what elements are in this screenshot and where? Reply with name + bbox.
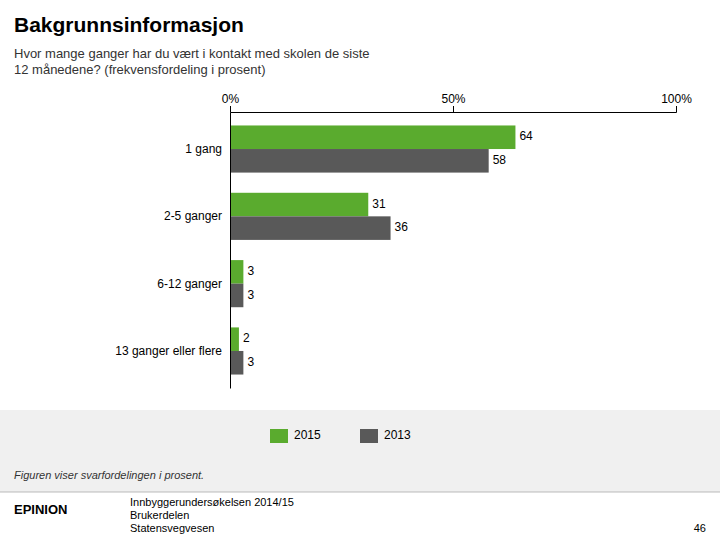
x-tick-mark xyxy=(676,106,677,112)
subtitle-line: 12 månedene? (frekvensfordeling i prosen… xyxy=(14,62,265,77)
data-label: 58 xyxy=(493,153,507,167)
annotations: Figuren viser svarfordelingen i prosent.… xyxy=(14,469,706,534)
footer-background xyxy=(0,410,720,492)
annotation: Innbyggerundersøkelsen 2014/15 xyxy=(130,496,294,508)
legend-swatch xyxy=(360,429,378,443)
y-tick-label: 2-5 ganger xyxy=(164,209,222,223)
x-tick-mark xyxy=(453,106,454,112)
x-axis-line xyxy=(231,106,677,113)
x-tick: 100% xyxy=(661,92,692,112)
bar xyxy=(230,149,489,173)
annotation: Brukerdelen xyxy=(130,509,189,521)
x-tick: 0% xyxy=(222,92,240,112)
bar xyxy=(230,193,368,217)
y-tick: 13 ganger eller flere xyxy=(115,344,230,358)
x-tick-mark xyxy=(230,106,231,112)
title: Bakgrunnsinformasjon xyxy=(14,13,244,36)
separator xyxy=(0,492,720,493)
annotation: Figuren viser svarfordelingen i prosent. xyxy=(14,469,204,481)
subtitle: Hvor mange ganger har du vært i kontakt … xyxy=(14,46,370,77)
chart-svg: Bakgrunnsinformasjon Hvor mange ganger ha… xyxy=(0,0,720,540)
y-tick-label: 13 ganger eller flere xyxy=(115,344,222,358)
y-tick-label: 1 gang xyxy=(185,142,222,156)
data-label: 2 xyxy=(243,331,250,345)
bar xyxy=(230,216,391,240)
bar xyxy=(230,284,243,308)
chart-container: Bakgrunnsinformasjon Hvor mange ganger ha… xyxy=(0,0,720,540)
data-label: 3 xyxy=(247,264,254,278)
y-axis: 1 gang 2-5 ganger 6-12 ganger 13 ganger ell… xyxy=(115,113,230,389)
data-label: 3 xyxy=(247,288,254,302)
legend-swatch xyxy=(270,429,288,443)
y-tick-label: 6-12 ganger xyxy=(157,276,222,290)
annotation: Statensvegvesen xyxy=(130,522,214,534)
bar xyxy=(230,351,243,375)
subtitle-line: Hvor mange ganger har du vært i kontakt … xyxy=(14,46,370,61)
y-tick: 6-12 ganger xyxy=(157,276,230,290)
y-tick: 2-5 ganger xyxy=(164,209,230,223)
legend-label: 2015 xyxy=(294,428,321,442)
data-label: 64 xyxy=(519,129,533,143)
legend-label: 2013 xyxy=(384,428,411,442)
x-tick: 50% xyxy=(441,92,465,112)
data-label: 3 xyxy=(247,355,254,369)
bar xyxy=(230,125,515,149)
bars xyxy=(230,125,515,374)
bar xyxy=(230,260,243,284)
y-tick: 1 gang xyxy=(185,142,230,156)
data-labels: 64 31 3 2 58 36 3 3 xyxy=(243,129,533,369)
annotation: EPINION xyxy=(14,502,67,517)
x-axis: 0% 50% 100% xyxy=(222,92,692,113)
x-tick-label: 100% xyxy=(661,92,692,106)
annotation: 46 xyxy=(694,522,706,534)
bar xyxy=(230,327,239,351)
y-axis-line xyxy=(230,113,231,389)
data-label: 36 xyxy=(395,220,409,234)
x-tick-label: 50% xyxy=(441,92,465,106)
data-label: 31 xyxy=(372,197,386,211)
legend: 2015 2013 xyxy=(270,428,411,443)
x-tick-label: 0% xyxy=(222,92,240,106)
